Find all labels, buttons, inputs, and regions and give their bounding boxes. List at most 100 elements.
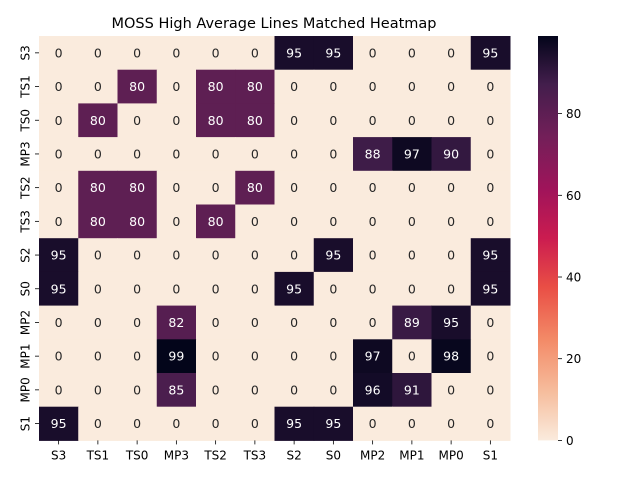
cell-value-label: 0 [486, 315, 494, 330]
heatmap-cell [156, 271, 197, 307]
cell-value-label: 0 [133, 45, 141, 60]
heatmap-cell [470, 339, 511, 374]
heatmap-cell [392, 238, 432, 273]
heatmap-cell [353, 271, 393, 307]
heatmap-cell [431, 238, 472, 273]
heatmap-cell [392, 271, 432, 307]
heatmap-cell [353, 204, 393, 239]
heatmap-cell [274, 373, 315, 408]
heatmap-cell [313, 36, 354, 71]
y-tick-label: TS3 [19, 210, 33, 234]
heatmap-cell [431, 137, 472, 172]
heatmap-cell [313, 137, 354, 172]
heatmap-cell [39, 36, 79, 71]
cell-value-label: 0 [486, 146, 494, 161]
cell-value-label: 97 [404, 146, 420, 161]
heatmap-cell [313, 406, 354, 441]
y-tick-label: S3 [19, 45, 33, 60]
cell-value-label: 99 [168, 349, 184, 364]
cell-value-label: 80 [129, 79, 145, 94]
x-tick-label: MP1 [399, 448, 424, 462]
heatmap-cell [156, 204, 197, 239]
heatmap-cell [117, 238, 158, 273]
colorbar-tick-label: 60 [566, 189, 581, 203]
cell-value-label: 0 [172, 79, 180, 94]
cell-value-label: 0 [212, 180, 220, 195]
heatmap-cell [274, 204, 315, 239]
cell-value-label: 0 [133, 113, 141, 128]
cell-value-label: 95 [443, 315, 459, 330]
heatmap-cell [39, 305, 79, 340]
heatmap-cell [196, 103, 236, 138]
cell-value-label: 0 [172, 214, 180, 229]
heatmap-cell [117, 305, 158, 340]
heatmap-cell [274, 69, 315, 104]
heatmap-cell [392, 373, 432, 408]
cell-value-label: 0 [172, 281, 180, 296]
heatmap-cell [313, 69, 354, 104]
cell-value-label: 0 [55, 45, 63, 60]
heatmap-cell [392, 204, 432, 239]
heatmap-cell [156, 103, 197, 138]
cell-value-label: 0 [486, 416, 494, 431]
heatmap-cell [392, 137, 432, 172]
heatmap-cell [78, 238, 118, 273]
x-tick-label: S3 [51, 448, 66, 462]
cell-value-label: 0 [251, 315, 259, 330]
cell-value-label: 0 [251, 281, 259, 296]
cell-value-label: 0 [369, 45, 377, 60]
heatmap-cell [274, 271, 315, 307]
heatmap-cell [78, 69, 118, 104]
heatmap-cell [313, 271, 354, 307]
cell-value-label: 0 [290, 248, 298, 263]
cell-value-label: 0 [55, 349, 63, 364]
cell-value-label: 0 [486, 79, 494, 94]
heatmap-cell [78, 204, 118, 239]
heatmap-cell [39, 406, 79, 441]
heatmap-cell [235, 406, 275, 441]
x-tick-label: MP3 [164, 448, 189, 462]
heatmap-cell [196, 373, 236, 408]
cell-value-label: 0 [94, 79, 102, 94]
y-tick-label: MP0 [19, 377, 33, 402]
heatmap-cell [431, 204, 472, 239]
cell-value-label: 0 [408, 248, 416, 263]
cell-value-label: 0 [486, 349, 494, 364]
y-tick-label: MP1 [19, 344, 33, 369]
heatmap-cell [470, 305, 511, 340]
heatmap-cell [392, 103, 432, 138]
x-tick-label: MP2 [360, 448, 385, 462]
cell-value-label: 0 [55, 382, 63, 397]
cell-value-label: 0 [212, 45, 220, 60]
cell-value-label: 0 [212, 281, 220, 296]
cell-value-label: 0 [133, 416, 141, 431]
heatmap-cell [117, 170, 158, 205]
heatmap-cell [156, 137, 197, 172]
y-tick-label: MP3 [19, 141, 33, 166]
cell-value-label: 96 [365, 382, 381, 397]
heatmap-cell [117, 137, 158, 172]
cell-value-label: 0 [486, 113, 494, 128]
heatmap-cell [117, 271, 158, 307]
cell-value-label: 0 [369, 180, 377, 195]
cell-value-label: 0 [212, 146, 220, 161]
heatmap-cell [235, 103, 275, 138]
cell-value-label: 0 [290, 382, 298, 397]
cell-value-label: 0 [133, 248, 141, 263]
cell-value-label: 80 [247, 113, 263, 128]
cell-value-label: 95 [482, 281, 498, 296]
cell-value-label: 0 [290, 214, 298, 229]
heatmap-cell [470, 170, 511, 205]
cell-value-label: 0 [329, 214, 337, 229]
cell-value-label: 0 [290, 315, 298, 330]
heatmap-cell [470, 103, 511, 138]
heatmap-cell [39, 373, 79, 408]
cell-value-label: 80 [247, 180, 263, 195]
cell-value-label: 80 [90, 214, 106, 229]
cell-value-label: 0 [133, 146, 141, 161]
cell-value-label: 95 [51, 416, 67, 431]
cell-value-label: 0 [133, 382, 141, 397]
cell-value-label: 0 [447, 45, 455, 60]
cell-value-label: 0 [369, 113, 377, 128]
cell-value-label: 0 [94, 248, 102, 263]
